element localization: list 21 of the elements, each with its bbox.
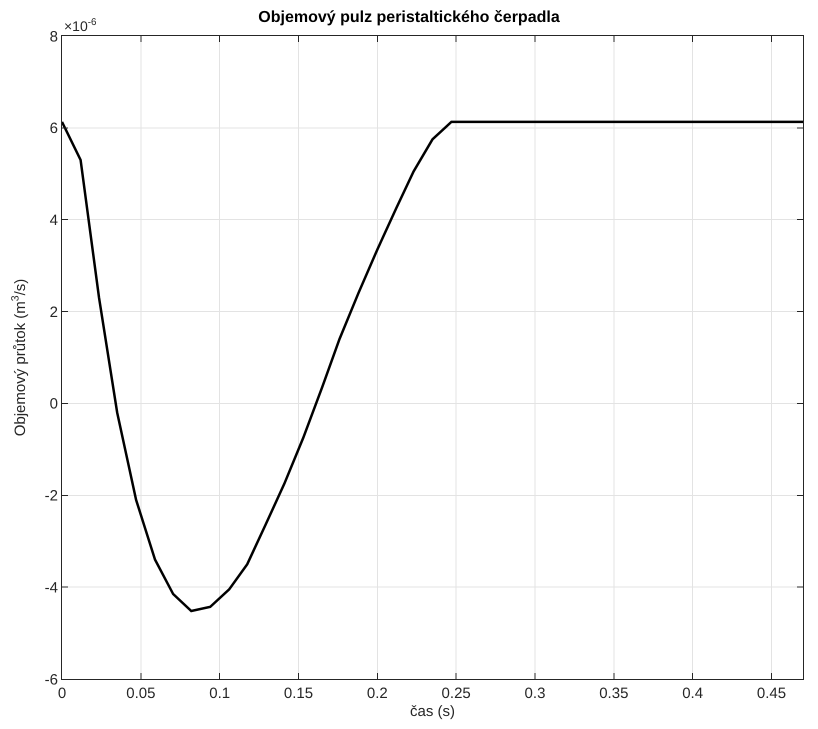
text: ×10$^{-6}$ [64,17,98,34]
y-tick-label: -4 [44,579,58,596]
y-tick-label: 6 [50,120,58,138]
x-axis-title: čas (s) [410,703,456,720]
x-tick-label: 0.35 [599,685,628,702]
y-tick-label: 0 [50,396,58,413]
x-tick-label: 0.2 [366,685,388,702]
x-tick-label: 0.15 [284,685,314,702]
y-tick-label: 2 [50,304,58,321]
line-series [62,120,803,612]
x-tick-label: 0.4 [682,685,704,702]
x-tick-label: 0.05 [126,685,156,702]
x-tick-label: 0.45 [756,685,786,702]
chart-title: Objemový pulz peristaltického čerpadla [258,9,560,26]
x-tick-label: 0.25 [442,685,471,702]
y-tick-label: 8 [50,28,58,46]
y-tick-label: -6 [44,671,58,688]
x-tick-label: 0.3 [524,685,546,702]
y-tick-label: -2 [44,488,58,505]
y-tick-label: 4 [50,212,58,229]
x-tick-label: 0.1 [209,685,230,702]
